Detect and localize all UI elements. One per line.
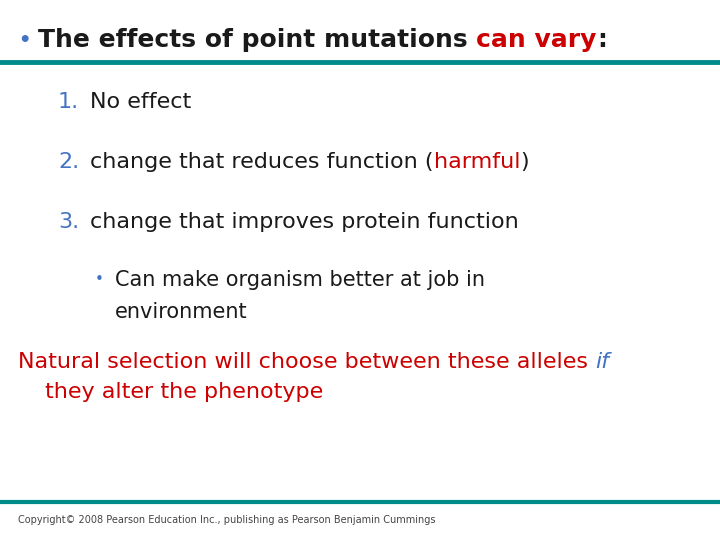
Text: 3.: 3. bbox=[58, 212, 79, 232]
Text: they alter the phenotype: they alter the phenotype bbox=[45, 382, 323, 402]
Text: No effect: No effect bbox=[90, 92, 192, 112]
Text: •: • bbox=[95, 273, 104, 287]
Text: 1.: 1. bbox=[58, 92, 79, 112]
Text: •: • bbox=[18, 30, 30, 50]
Text: change that reduces function (: change that reduces function ( bbox=[90, 152, 433, 172]
Text: The effects of point mutations: The effects of point mutations bbox=[38, 28, 477, 52]
Text: change that improves protein function: change that improves protein function bbox=[90, 212, 518, 232]
Text: Can make organism better at job in: Can make organism better at job in bbox=[115, 270, 485, 290]
Text: environment: environment bbox=[115, 302, 248, 322]
Text: 2.: 2. bbox=[58, 152, 79, 172]
Text: Natural selection will choose between these alleles: Natural selection will choose between th… bbox=[18, 352, 595, 372]
Text: if: if bbox=[595, 352, 609, 372]
Text: ): ) bbox=[520, 152, 528, 172]
Text: Copyright© 2008 Pearson Education Inc., publishing as Pearson Benjamin Cummings: Copyright© 2008 Pearson Education Inc., … bbox=[18, 515, 436, 525]
Text: harmful: harmful bbox=[433, 152, 520, 172]
Text: can vary: can vary bbox=[477, 28, 597, 52]
Text: :: : bbox=[597, 28, 607, 52]
